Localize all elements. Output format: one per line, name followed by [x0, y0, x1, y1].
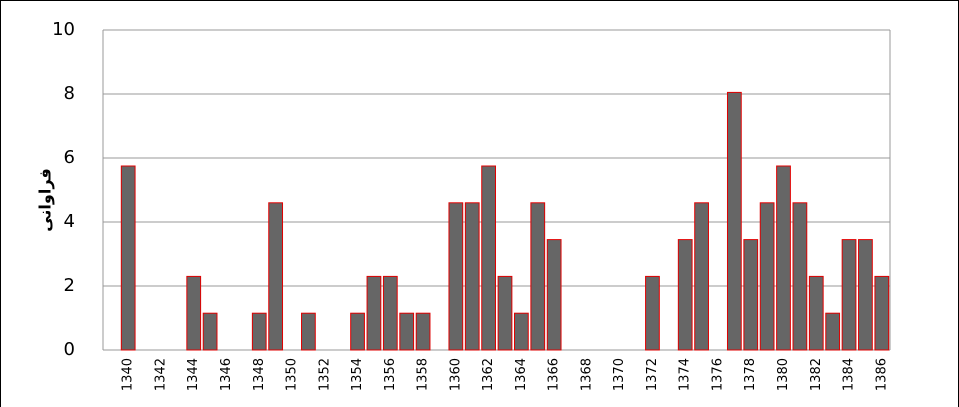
x-tick-label: 1370: [612, 358, 627, 391]
bar: [530, 202, 546, 351]
x-tick-label: 1382: [809, 358, 824, 391]
y-axis-label: فراوانی: [36, 168, 55, 232]
x-tick-label: 1356: [383, 358, 398, 391]
bar: [677, 239, 693, 351]
x-tick-label: 1350: [285, 358, 300, 391]
bar: [874, 275, 890, 351]
bar: [366, 275, 382, 351]
x-tick-label: 1362: [481, 358, 496, 391]
x-tick-label: 1372: [645, 358, 660, 391]
bar: [858, 239, 873, 351]
bar: [841, 239, 857, 351]
x-tick-label: 1366: [547, 358, 562, 391]
bar: [202, 312, 218, 351]
x-tick-label: 1342: [153, 358, 168, 391]
bar: [481, 165, 496, 351]
x-tick-label: 1374: [678, 358, 693, 391]
x-tick-label: 1360: [448, 358, 463, 391]
x-tick-label: 1384: [842, 358, 857, 391]
bar: [399, 312, 415, 351]
x-tick-label: 1358: [416, 358, 431, 391]
x-tick-label: 1352: [317, 358, 332, 391]
bar: [186, 275, 202, 351]
bar: [350, 312, 365, 351]
y-tick-label: 2: [64, 275, 75, 296]
x-tick-label: 1348: [252, 358, 267, 391]
y-tick-label: 0: [64, 339, 75, 360]
bar: [514, 312, 529, 351]
bar: [464, 202, 480, 351]
x-tick-label: 1340: [121, 358, 136, 391]
bar: [743, 239, 759, 351]
x-tick-label: 1368: [579, 358, 594, 391]
bar: [268, 202, 284, 351]
x-tick-label: 1380: [776, 358, 791, 391]
x-tick-label: 1364: [514, 358, 529, 391]
bar: [251, 312, 267, 351]
y-tick-label: 4: [64, 211, 75, 232]
x-tick-label: 1376: [710, 358, 725, 391]
bar: [448, 202, 464, 351]
bar: [792, 202, 808, 351]
bar: [694, 202, 709, 351]
bar: [546, 239, 562, 351]
x-tick-label: 1344: [186, 358, 201, 391]
bar: [726, 91, 742, 351]
y-tick-label: 8: [64, 83, 75, 104]
bar: [382, 275, 398, 351]
bar: [645, 275, 660, 351]
bar: [808, 275, 824, 351]
x-tick-label: 1346: [219, 358, 234, 391]
bar: [120, 165, 136, 351]
bar: [825, 312, 841, 351]
bar: [415, 312, 431, 351]
bar: [301, 312, 316, 351]
bar: [497, 275, 513, 351]
x-tick-label: 1354: [350, 358, 365, 391]
x-tick-label: 1378: [743, 358, 758, 391]
bar: [776, 165, 791, 351]
y-tick-label: 10: [52, 19, 75, 40]
y-tick-label: 6: [64, 147, 75, 168]
x-tick-label: 1386: [874, 358, 889, 391]
bar: [759, 202, 775, 351]
